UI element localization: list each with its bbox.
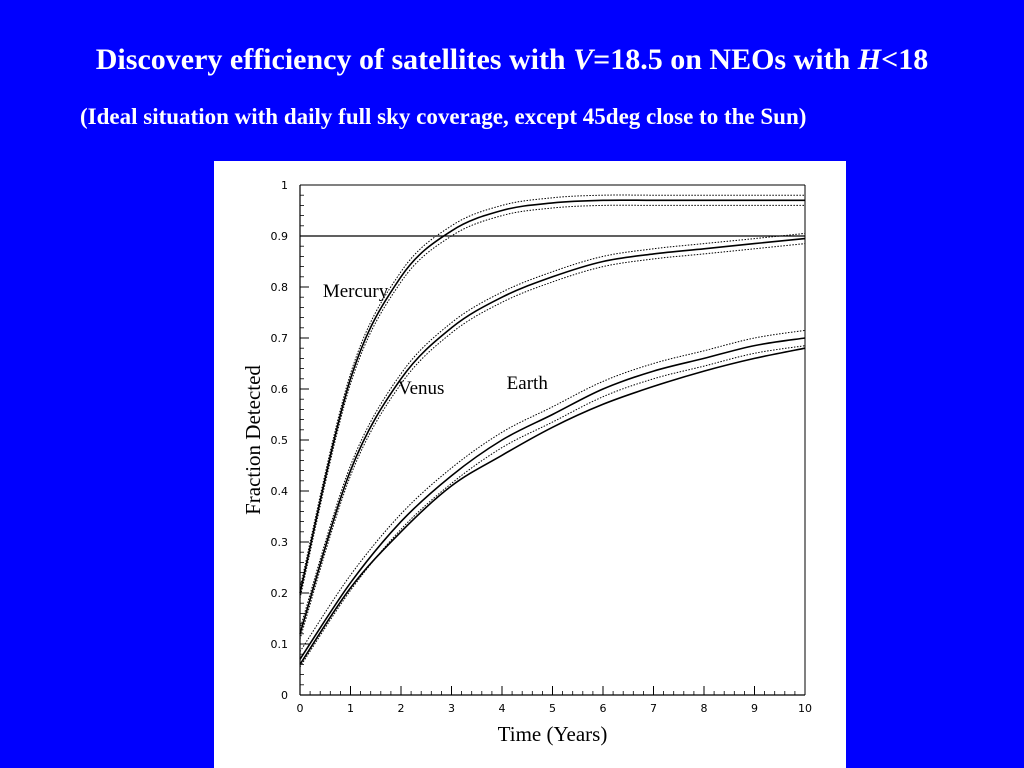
y-tick-label: 0.1 [271, 638, 289, 651]
series-band-lower-venus [299, 243, 806, 640]
series-label-earth: Earth [507, 373, 549, 394]
y-tick-label: 0.9 [271, 230, 289, 243]
series-line-mercury [299, 199, 805, 594]
series-line-earth [299, 337, 806, 660]
x-tick-label: 0 [297, 702, 304, 715]
x-tick-label: 6 [600, 702, 607, 715]
slide-title: Discovery efficiency of satellites with … [0, 42, 1024, 78]
x-tick-label: 4 [499, 702, 506, 715]
y-tick-label: 0.7 [271, 332, 289, 345]
y-tick-label: 0.2 [271, 587, 289, 600]
x-tick-label: 2 [398, 702, 405, 715]
x-axis-label: Time (Years) [498, 722, 608, 746]
x-tick-label: 10 [798, 702, 812, 715]
x-tick-label: 3 [448, 702, 455, 715]
title-text-3: <18 [881, 43, 929, 76]
y-axis-label: Fraction Detected [241, 365, 265, 515]
series-band-upper-mercury [299, 194, 806, 589]
slide-subtitle: (Ideal situation with daily full sky cov… [80, 104, 807, 129]
series-labels-group: Mercury Venus Earth [323, 281, 548, 399]
title-text-1: Discovery efficiency of satellites with [95, 43, 574, 76]
y-tick-label: 0 [281, 689, 288, 702]
series-band-upper-earth [299, 329, 806, 652]
chart-svg: 0 1 2 3 4 5 6 7 8 9 10 0 0.1 0.2 0.3 0.4 0.5 0.6 0.7 0.8 0.9… [241, 179, 813, 746]
x-tick-label: 8 [701, 702, 708, 715]
series-label-mercury: Mercury [323, 281, 389, 302]
series-group [299, 194, 806, 668]
series-band-upper-venus [299, 232, 806, 629]
title-v-symbol: V [573, 43, 594, 76]
title-text-2: =18.5 on NEOs with [593, 43, 858, 76]
y-tick-label: 0.6 [271, 383, 289, 396]
series-band-lower-mercury [299, 204, 805, 599]
x-tick-label: 9 [751, 702, 758, 715]
series-line-venus [299, 237, 806, 635]
x-tick-label: 5 [549, 702, 556, 715]
chart-panel: 0 1 2 3 4 5 6 7 8 9 10 0 0.1 0.2 0.3 0.4 0.5 0.6 0.7 0.8 0.9… [214, 161, 846, 768]
y-tick-label: 1 [281, 179, 288, 192]
ticks-group: 0 1 2 3 4 5 6 7 8 9 10 0 0.1 0.2 0.3 0.4 0.5 0.6 0.7 0.8 0.9… [271, 179, 813, 715]
axes-group [299, 184, 806, 696]
y-tick-label: 0.5 [271, 434, 289, 447]
y-tick-label: 0.4 [271, 485, 289, 498]
series-label-venus: Venus [398, 378, 444, 399]
series-band-lower-earth [299, 345, 806, 668]
x-tick-label: 1 [347, 702, 354, 715]
title-h-symbol: H [857, 43, 882, 76]
y-tick-label: 0.8 [271, 281, 289, 294]
y-tick-label: 0.3 [271, 536, 289, 549]
x-tick-label: 7 [650, 702, 657, 715]
series-line-unlabeled-3 [299, 347, 806, 665]
